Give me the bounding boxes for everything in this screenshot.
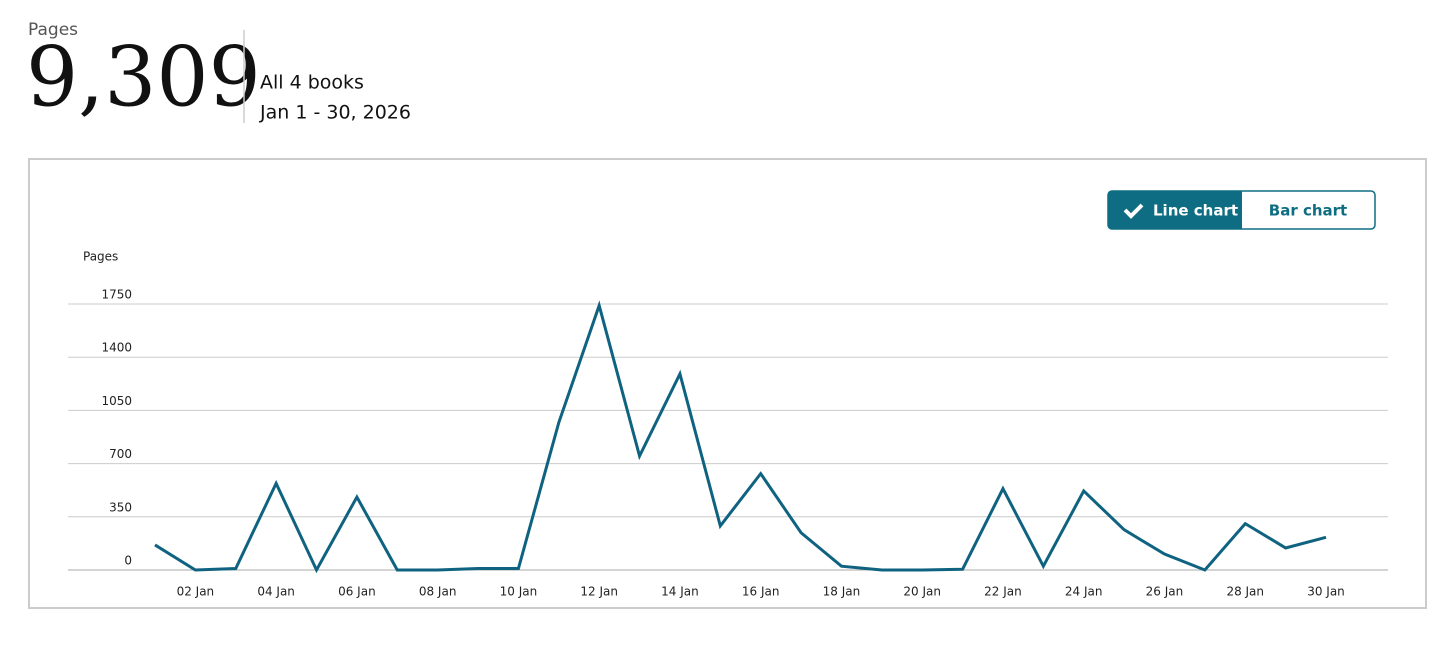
scope: All 4 books <box>260 72 364 94</box>
y-tick-label: 1050 <box>101 394 132 408</box>
x-tick-label: 20 Jan <box>903 585 941 599</box>
period: Jan 1 - 30, 2026 <box>259 102 411 124</box>
y-tick-label: 1400 <box>101 341 132 355</box>
line-chart-button[interactable] <box>1108 191 1242 229</box>
x-tick-label: 12 Jan <box>580 585 618 599</box>
x-tick-label: 04 Jan <box>257 585 295 599</box>
x-tick-label: 14 Jan <box>661 585 699 599</box>
x-tick-label: 10 Jan <box>500 585 538 599</box>
bar-chart-button[interactable]: Bar chart <box>1269 202 1347 220</box>
metric-label: Pages <box>28 20 78 40</box>
x-tick-label: 26 Jan <box>1146 585 1184 599</box>
y-tick-label: 0 <box>124 554 132 568</box>
x-tick-label: 24 Jan <box>1065 585 1103 599</box>
x-tick-label: 06 Jan <box>338 585 376 599</box>
y-axis-title: Pages <box>83 250 118 264</box>
metric-total: 9,309 <box>26 31 261 126</box>
x-tick-label: 08 Jan <box>419 585 457 599</box>
y-tick-label: 700 <box>109 447 132 461</box>
x-tick-label: 18 Jan <box>823 585 861 599</box>
y-tick-label: 350 <box>109 500 132 514</box>
chart-panel <box>28 158 1427 609</box>
x-tick-label: 28 Jan <box>1226 585 1264 599</box>
x-tick-label: 22 Jan <box>984 585 1022 599</box>
toggle: Line chart Bar chart <box>1107 190 1376 230</box>
x-tick-label: 30 Jan <box>1307 585 1345 599</box>
y-tick-label: 1750 <box>101 288 132 302</box>
line-chart-label[interactable]: Line chart <box>1153 202 1238 220</box>
x-tick-label: 16 Jan <box>742 585 780 599</box>
data-line <box>154 300 1327 574</box>
check-icon <box>1123 203 1144 219</box>
x-tick-label: 02 Jan <box>177 585 215 599</box>
